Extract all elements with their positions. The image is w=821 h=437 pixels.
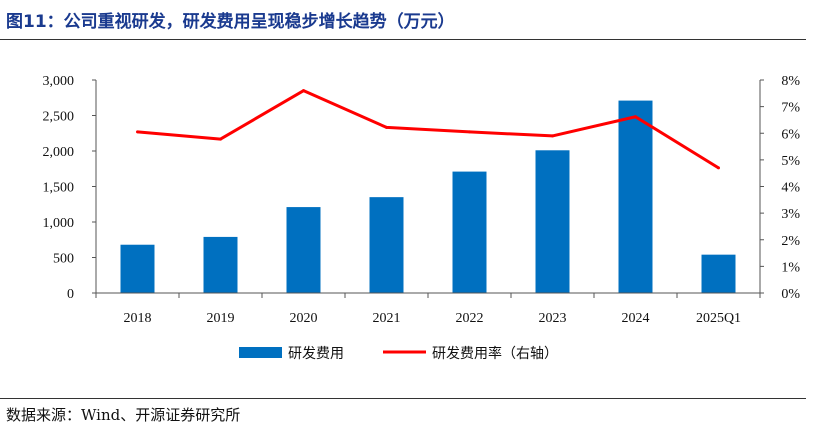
right-tick-label: 7%	[781, 101, 800, 116]
rate-point-2018	[136, 130, 139, 134]
source-note: 数据来源：Wind、开源证券研究所	[6, 406, 241, 424]
legend-bar-label: 研发费用	[288, 346, 344, 362]
bar-2022	[452, 171, 487, 293]
bar-2021	[369, 197, 404, 293]
chart-title: 图11：公司重视研发，研发费用呈现稳步增长趋势（万元）	[6, 12, 455, 32]
bar-2024	[618, 100, 653, 293]
right-tick-label: 0%	[781, 287, 800, 302]
right-axis: 0% 1% 2% 3% 4% 5% 6% 7% 8%	[759, 74, 800, 302]
left-tick-label: 2,500	[43, 110, 75, 125]
x-tick-label: 2018	[124, 311, 152, 326]
rate-point-2022	[468, 130, 471, 134]
top-divider	[0, 39, 806, 40]
right-tick-label: 1%	[781, 260, 800, 275]
bottom-divider	[0, 398, 806, 399]
x-axis: 2018 2019 2020 2021 2022 2023 2024 2025Q1	[95, 292, 761, 326]
rate-line	[137, 89, 720, 170]
x-tick-label: 2024	[622, 311, 650, 326]
x-tick-label: 2023	[539, 311, 567, 326]
bar-2018	[120, 244, 155, 293]
combo-chart: 0 500 1,000 1,500 2,000 2,500 3,000 0% 1% 2% 3% 4%…	[43, 74, 801, 362]
legend-bar-swatch	[239, 347, 282, 358]
bar-2019	[203, 236, 238, 293]
rate-point-2021	[385, 125, 388, 129]
left-tick-label: 1,000	[43, 216, 75, 231]
bar-2020	[286, 207, 321, 293]
left-tick-label: 0	[67, 287, 74, 302]
rate-point-2025Q1	[717, 166, 720, 170]
left-tick-label: 2,000	[43, 145, 75, 160]
right-tick-label: 5%	[781, 154, 800, 169]
x-tick-label: 2022	[456, 311, 484, 326]
right-tick-label: 8%	[781, 74, 800, 89]
left-axis: 0 500 1,000 1,500 2,000 2,500 3,000	[43, 74, 97, 302]
legend: 研发费用 研发费用率（右轴）	[239, 345, 558, 362]
left-tick-label: 1,500	[43, 181, 75, 196]
legend-line-label: 研发费用率（右轴）	[432, 345, 558, 362]
bar-2025Q1	[701, 254, 736, 293]
rate-point-2023	[551, 134, 554, 138]
line-series	[136, 89, 720, 170]
bar-series	[120, 100, 736, 293]
x-tick-label: 2020	[290, 311, 318, 326]
rate-point-2019	[219, 137, 222, 141]
left-tick-label: 500	[53, 252, 74, 267]
right-tick-label: 6%	[781, 127, 800, 142]
right-tick-label: 4%	[781, 181, 800, 196]
rate-point-2024	[634, 115, 637, 119]
x-tick-label: 2025Q1	[696, 311, 741, 326]
right-tick-label: 2%	[781, 234, 800, 249]
right-tick-label: 3%	[781, 207, 800, 222]
left-tick-label: 3,000	[43, 74, 75, 89]
x-tick-label: 2021	[373, 311, 401, 326]
rate-point-2020	[302, 89, 305, 93]
x-tick-label: 2019	[207, 311, 235, 326]
bar-2023	[535, 150, 570, 293]
